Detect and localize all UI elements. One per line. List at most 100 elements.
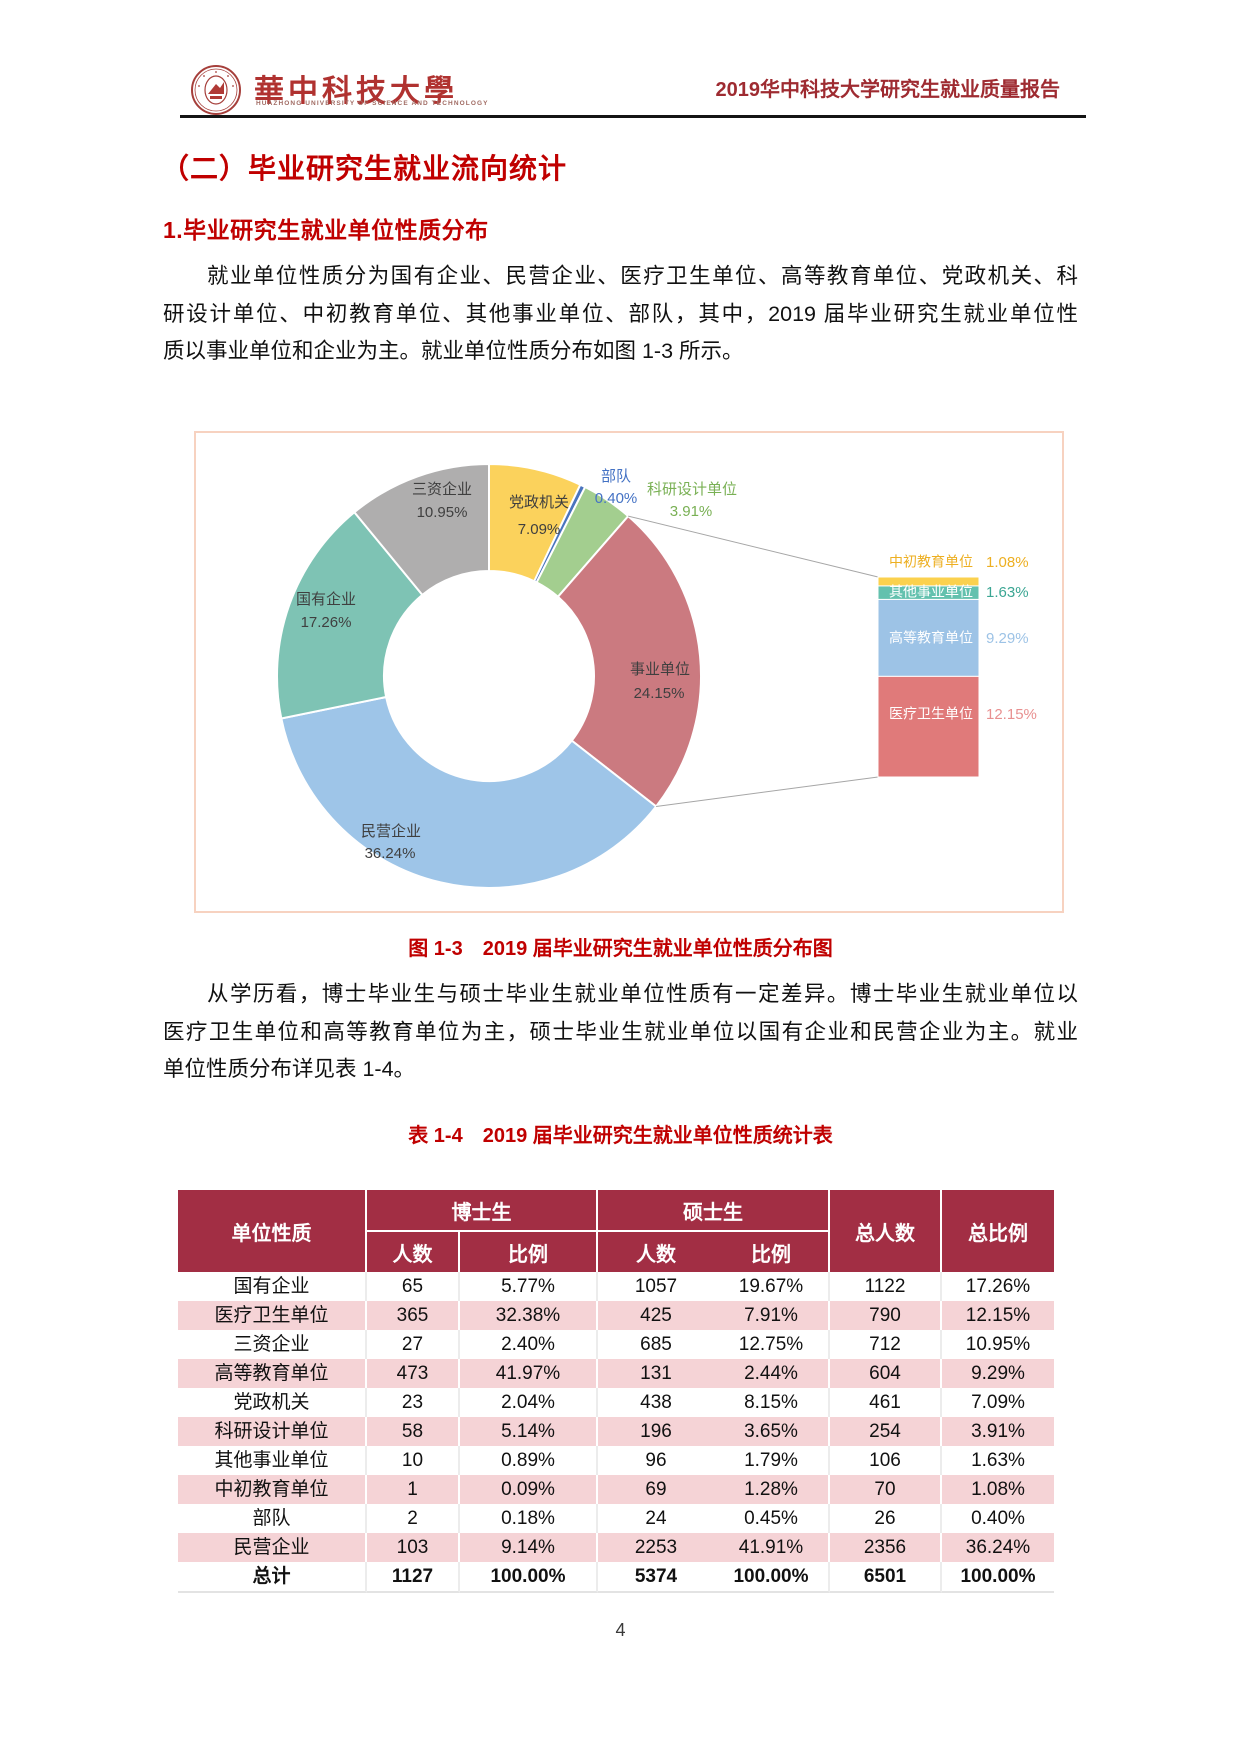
table-cell: 1122 bbox=[830, 1272, 942, 1301]
table-cell: 254 bbox=[830, 1417, 942, 1446]
paragraph-line: 质以事业单位和企业为主。就业单位性质分布如图 1-3 所示。 bbox=[163, 339, 744, 363]
table-cell: 10.95% bbox=[942, 1330, 1054, 1359]
table-cell: 1057 bbox=[598, 1272, 714, 1301]
table-cell: 19.67% bbox=[714, 1272, 830, 1301]
table-cell: 26 bbox=[830, 1504, 942, 1533]
bar-label-中初教育单位: 中初教育单位 bbox=[889, 554, 973, 570]
table-cell: 106 bbox=[830, 1446, 942, 1475]
bar-label-高等教育单位: 高等教育单位 bbox=[889, 630, 973, 646]
col-header-phd-count: 人数 bbox=[367, 1232, 460, 1272]
slice-label-党政机关: 党政机关 bbox=[509, 494, 569, 511]
table-header: 单位性质 博士生 硕士生 总人数 总比例 人数 比例 人数 比例 bbox=[178, 1190, 1054, 1272]
table-cell: 12.75% bbox=[714, 1330, 830, 1359]
table-row: 三资企业 27 2.40% 685 12.75% 712 10.95% bbox=[178, 1330, 1054, 1359]
table-cell: 2.04% bbox=[460, 1388, 598, 1417]
col-header-phd-ratio: 比例 bbox=[460, 1232, 598, 1272]
slice-label-三资企业: 三资企业 bbox=[412, 480, 472, 498]
page-number: 4 bbox=[615, 1620, 626, 1640]
table-cell: 425 bbox=[598, 1301, 714, 1330]
table-cell: 27 bbox=[367, 1330, 460, 1359]
paragraph-line: 从学历看，博士毕业生与硕士毕业生就业单位性质有一定差异。博士毕业生就业单位以 bbox=[207, 982, 1078, 1006]
slice-pct-部队: 0.40% bbox=[595, 490, 638, 507]
table-cell: 0.45% bbox=[714, 1504, 830, 1533]
table-cell: 5374 bbox=[598, 1562, 714, 1593]
table-cell: 23 bbox=[367, 1388, 460, 1417]
paragraph-1: 就业单位性质分为国有企业、民营企业、医疗卫生单位、高等教育单位、党政机关、科 研… bbox=[163, 258, 1078, 371]
paragraph-line: 医疗卫生单位和高等教育单位为主，硕士毕业生就业单位以国有企业和民营企业为主。就业 bbox=[163, 1019, 1078, 1044]
table-cell: 103 bbox=[367, 1533, 460, 1562]
table-cell: 70 bbox=[830, 1475, 942, 1504]
table-cell: 1.28% bbox=[714, 1475, 830, 1504]
slice-label-部队: 部队 bbox=[601, 468, 631, 485]
table-cell: 2253 bbox=[598, 1533, 714, 1562]
table-cell: 69 bbox=[598, 1475, 714, 1504]
table-cell: 685 bbox=[598, 1330, 714, 1359]
table-cell: 36.24% bbox=[942, 1533, 1054, 1562]
col-group-phd: 博士生 bbox=[367, 1190, 598, 1232]
table-row: 党政机关 23 2.04% 438 8.15% 461 7.09% bbox=[178, 1388, 1054, 1417]
table-cell: 2 bbox=[367, 1504, 460, 1533]
table-cell: 7.09% bbox=[942, 1388, 1054, 1417]
table-row: 部队 2 0.18% 24 0.45% 26 0.40% bbox=[178, 1504, 1054, 1533]
table-cell: 58 bbox=[367, 1417, 460, 1446]
table-cell: 100.00% bbox=[942, 1562, 1054, 1593]
table-cell: 总计 bbox=[178, 1562, 367, 1593]
table-cell: 65 bbox=[367, 1272, 460, 1301]
table-row: 高等教育单位 473 41.97% 131 2.44% 604 9.29% bbox=[178, 1359, 1054, 1388]
pie-slice-国有企业 bbox=[276, 510, 424, 720]
subsection-heading: 1.毕业研究生就业单位性质分布 bbox=[163, 217, 489, 243]
table-cell: 高等教育单位 bbox=[178, 1359, 367, 1388]
bar-pct-中初教育单位: 1.08% bbox=[986, 554, 1029, 571]
slice-label-科研设计单位: 科研设计单位 bbox=[647, 481, 737, 498]
university-name-en: HUAZHONG UNIVERSITY OF SCIENCE AND TECHN… bbox=[256, 100, 489, 107]
table-cell: 10 bbox=[367, 1446, 460, 1475]
table-cell: 365 bbox=[367, 1301, 460, 1330]
table-cell: 196 bbox=[598, 1417, 714, 1446]
bar-label-其他事业单位: 其他事业单位 bbox=[889, 584, 973, 600]
col-header-unit-type: 单位性质 bbox=[178, 1190, 367, 1272]
slice-pct-科研设计单位: 3.91% bbox=[670, 503, 713, 520]
connector-line-top bbox=[628, 515, 879, 578]
table-cell: 1.08% bbox=[942, 1475, 1054, 1504]
table-cell: 3.91% bbox=[942, 1417, 1054, 1446]
table-caption: 表 1-4 2019 届毕业研究生就业单位性质统计表 bbox=[408, 1125, 833, 1147]
header-divider bbox=[180, 115, 1086, 118]
employment-unit-stats-table: 单位性质 博士生 硕士生 总人数 总比例 人数 比例 人数 比例 国有企业 65 5… bbox=[178, 1190, 1054, 1593]
col-group-msc: 硕士生 bbox=[598, 1190, 830, 1232]
bar-segment-高等教育单位 bbox=[877, 598, 980, 677]
table-row: 中初教育单位 1 0.09% 69 1.28% 70 1.08% bbox=[178, 1475, 1054, 1504]
slice-label-事业单位: 事业单位 bbox=[630, 661, 690, 678]
table-row: 其他事业单位 10 0.89% 96 1.79% 106 1.63% bbox=[178, 1446, 1054, 1475]
donut-chart: 党政机关 7.09% 部队 0.40% 科研设计单位 3.91% 事业单位 24.15% 民营企… bbox=[276, 462, 1037, 889]
table-cell: 17.26% bbox=[942, 1272, 1054, 1301]
table-cell: 民营企业 bbox=[178, 1533, 367, 1562]
table-cell: 1 bbox=[367, 1475, 460, 1504]
seal-emblem bbox=[208, 82, 224, 94]
pie-slice-三资企业 bbox=[352, 462, 490, 597]
table-cell: 32.38% bbox=[460, 1301, 598, 1330]
table-row: 总计 1127 100.00% 5374 100.00% 6501 100.00% bbox=[178, 1562, 1054, 1593]
connector-line-bottom bbox=[656, 776, 879, 807]
bar-pct-高等教育单位: 9.29% bbox=[986, 630, 1029, 647]
table-cell: 790 bbox=[830, 1301, 942, 1330]
figure-caption: 图 1-3 2019 届毕业研究生就业单位性质分布图 bbox=[408, 938, 833, 960]
col-header-total-count: 总人数 bbox=[830, 1190, 942, 1272]
table-cell: 5.14% bbox=[460, 1417, 598, 1446]
table-cell: 2.40% bbox=[460, 1330, 598, 1359]
table-cell: 712 bbox=[830, 1330, 942, 1359]
table-cell: 24 bbox=[598, 1504, 714, 1533]
table-cell: 6501 bbox=[830, 1562, 942, 1593]
table-cell: 5.77% bbox=[460, 1272, 598, 1301]
slice-pct-民营企业: 36.24% bbox=[365, 845, 416, 862]
table-cell: 461 bbox=[830, 1388, 942, 1417]
table-cell: 医疗卫生单位 bbox=[178, 1301, 367, 1330]
paragraph-line: 单位性质分布详见表 1-4。 bbox=[163, 1057, 416, 1081]
col-header-total-ratio: 总比例 bbox=[942, 1190, 1054, 1272]
table-cell: 党政机关 bbox=[178, 1388, 367, 1417]
slice-pct-三资企业: 10.95% bbox=[417, 504, 468, 521]
table-cell: 0.18% bbox=[460, 1504, 598, 1533]
figure-1-3-chart: 党政机关 7.09% 部队 0.40% 科研设计单位 3.91% 事业单位 24.15% 民营企… bbox=[194, 431, 1064, 913]
slice-pct-事业单位: 24.15% bbox=[634, 685, 685, 702]
table-cell: 1.63% bbox=[942, 1446, 1054, 1475]
